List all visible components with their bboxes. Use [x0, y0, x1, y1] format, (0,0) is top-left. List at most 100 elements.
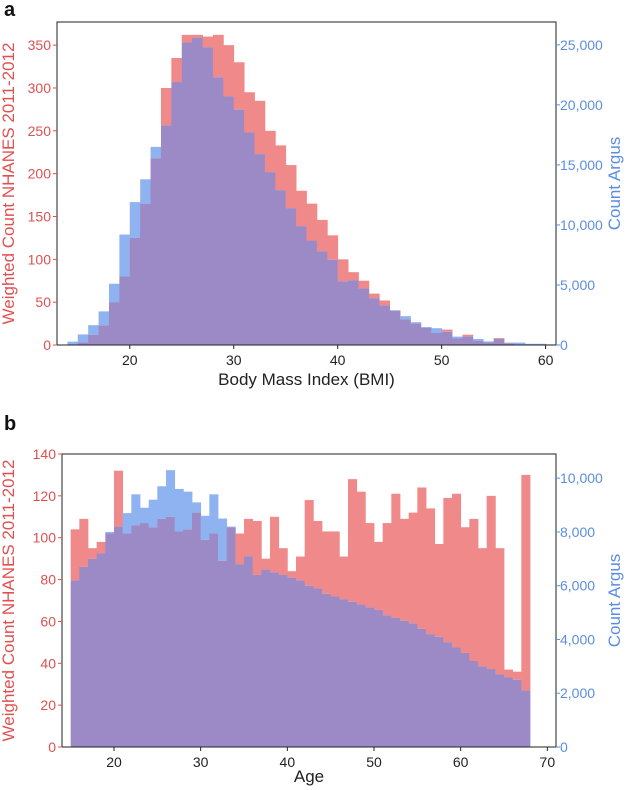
- argus-bar: [209, 494, 219, 534]
- overlap-bar: [348, 601, 358, 747]
- overlap-bar: [460, 652, 470, 747]
- overlap-bar: [129, 237, 141, 345]
- overlap-bar: [77, 342, 89, 345]
- y-right-tick-label: 4,000: [560, 631, 595, 647]
- overlap-bar: [426, 634, 436, 747]
- x-tick-label: 40: [280, 754, 296, 770]
- y-left-tick-label: 40: [40, 655, 56, 671]
- overlap-bar: [472, 340, 484, 345]
- x-axis-label: Age: [294, 767, 324, 786]
- y-right-tick-label: 6,000: [560, 578, 595, 594]
- overlap-bar: [148, 527, 158, 747]
- argus-bar: [218, 518, 228, 561]
- overlap-bar: [275, 190, 287, 345]
- y-right-tick-label: 20,000: [560, 97, 603, 113]
- y-right-tick-label: 25,000: [560, 37, 603, 53]
- argus-bar: [183, 491, 193, 530]
- nhanes-bar: [252, 520, 262, 575]
- x-axis-label: Body Mass Index (BMI): [218, 370, 395, 389]
- y-right-tick-label: 0: [560, 739, 568, 755]
- overlap-bar: [233, 109, 245, 346]
- nhanes-bar: [441, 329, 453, 332]
- overlap-bar: [358, 288, 370, 345]
- nhanes-bar: [306, 203, 318, 241]
- x-tick-label: 50: [366, 754, 382, 770]
- argus-bar: [108, 283, 120, 303]
- nhanes-bar: [316, 219, 328, 252]
- nhanes-bar: [462, 334, 474, 337]
- overlap-bar: [304, 585, 314, 747]
- overlap-bar: [400, 620, 410, 747]
- overlap-bar: [218, 560, 228, 747]
- argus-bar: [200, 515, 210, 540]
- overlap-bar: [410, 323, 422, 345]
- nhanes-bar: [521, 474, 531, 691]
- overlap-bar: [79, 566, 89, 747]
- overlap-bar: [374, 609, 384, 747]
- y-left-tick-label: 80: [40, 572, 56, 588]
- y-left-tick-label: 250: [28, 123, 52, 139]
- x-tick-label: 20: [122, 352, 138, 368]
- argus-bar: [400, 316, 411, 320]
- y-right-tick-label: 5,000: [560, 277, 595, 293]
- overlap-bar: [122, 533, 132, 747]
- overlap-bar: [408, 623, 418, 747]
- argus-bar: [192, 502, 202, 513]
- argus-bar: [389, 310, 401, 311]
- overlap-bar: [316, 251, 328, 345]
- argus-bar: [535, 343, 547, 345]
- argus-bar: [77, 334, 89, 343]
- y-left-tick-label: 50: [35, 294, 51, 310]
- x-tick-label: 60: [453, 754, 469, 770]
- plot-frame: [61, 453, 557, 748]
- nhanes-bar: [270, 516, 280, 573]
- argus-bar: [174, 488, 184, 532]
- nhanes-bar: [374, 541, 384, 610]
- overlap-bar: [296, 226, 307, 345]
- y-right-tick-label: 10,000: [560, 470, 603, 486]
- nhanes-bar: [304, 500, 314, 586]
- overlap-bar: [441, 331, 453, 345]
- nhanes-bar: [356, 491, 366, 605]
- nhanes-bar: [278, 548, 288, 575]
- nhanes-bar: [181, 34, 193, 43]
- overlap-bar: [166, 516, 176, 747]
- x-tick-label: 40: [330, 352, 346, 368]
- overlap-bar: [212, 77, 224, 346]
- argus-bar: [140, 179, 151, 204]
- argus-bar: [472, 338, 484, 341]
- nhanes-bar: [322, 531, 332, 594]
- overlap-bar: [306, 240, 318, 345]
- y-right-axis-label: Count Argus: [605, 554, 624, 648]
- overlap-bar: [140, 203, 151, 345]
- overlap-bar: [495, 674, 505, 747]
- nhanes-bar: [391, 493, 401, 618]
- overlap-bar: [114, 526, 124, 747]
- overlap-bar: [171, 82, 183, 346]
- x-tick-label: 60: [538, 352, 554, 368]
- overlap-bar: [382, 615, 392, 747]
- nhanes-bar: [486, 495, 496, 670]
- nhanes-bar: [88, 548, 98, 559]
- nhanes-bar: [452, 493, 462, 648]
- nhanes-bar: [235, 533, 245, 565]
- y-right-tick-label: 2,000: [560, 685, 595, 701]
- nhanes-bar: [114, 470, 124, 527]
- nhanes-bar: [287, 571, 297, 578]
- overlap-bar: [391, 617, 401, 747]
- nhanes-bar: [244, 518, 254, 557]
- panel-label-b: b: [4, 413, 16, 435]
- x-tick-label: 50: [434, 352, 450, 368]
- argus-bar: [420, 326, 432, 328]
- nhanes-bar: [365, 523, 375, 608]
- overlap-bar: [420, 327, 432, 345]
- overlap-bar: [140, 523, 150, 747]
- overlap-bar: [131, 525, 141, 747]
- nhanes-bar: [254, 100, 266, 155]
- y-right-tick-label: 0: [560, 337, 568, 353]
- y-left-tick-label: 20: [40, 697, 56, 713]
- argus-bar: [410, 322, 422, 324]
- overlap-bar: [181, 42, 193, 346]
- overlap-bar: [452, 338, 463, 345]
